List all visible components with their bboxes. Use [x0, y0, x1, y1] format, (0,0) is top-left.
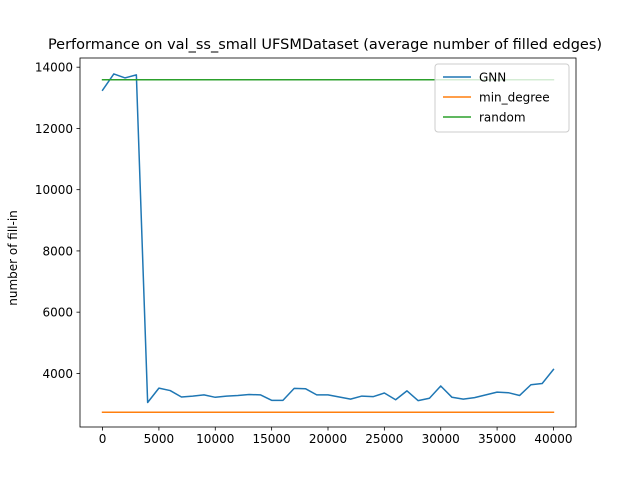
y-tick-label-14000: 14000 [35, 61, 73, 75]
series-line-GNN [101, 73, 555, 404]
y-tick-label-6000: 6000 [42, 306, 73, 320]
x-tick-label-0: 0 [99, 432, 107, 446]
legend-label-GNN: GNN [479, 71, 506, 85]
axes: 0 5000 10000 15000 20000 25000 30000 35000 40000… [35, 57, 577, 446]
x-tick-label-35000: 35000 [478, 432, 516, 446]
y-tick-label-10000: 10000 [35, 183, 73, 197]
x-tick-label-15000: 15000 [253, 432, 291, 446]
x-tick-label-30000: 30000 [422, 432, 460, 446]
x-tick-label-25000: 25000 [365, 432, 403, 446]
x-tick-label-40000: 40000 [534, 432, 572, 446]
legend-label-random: random [479, 111, 526, 125]
legend-label-min_degree: min_degree [479, 91, 550, 105]
y-tick-label-8000: 8000 [42, 244, 73, 258]
legend-box [434, 63, 570, 133]
y-tick-label-12000: 12000 [35, 122, 73, 136]
axes-frame [79, 57, 577, 428]
y-axis-label: number of fill-in [6, 210, 20, 306]
y-tick-label-4000: 4000 [42, 367, 73, 381]
x-tick-label-20000: 20000 [309, 432, 347, 446]
x-tick-label-5000: 5000 [144, 432, 175, 446]
chart-title: Performance on val_ss_small UFSMDataset … [48, 37, 602, 53]
x-tick-label-10000: 10000 [196, 432, 234, 446]
